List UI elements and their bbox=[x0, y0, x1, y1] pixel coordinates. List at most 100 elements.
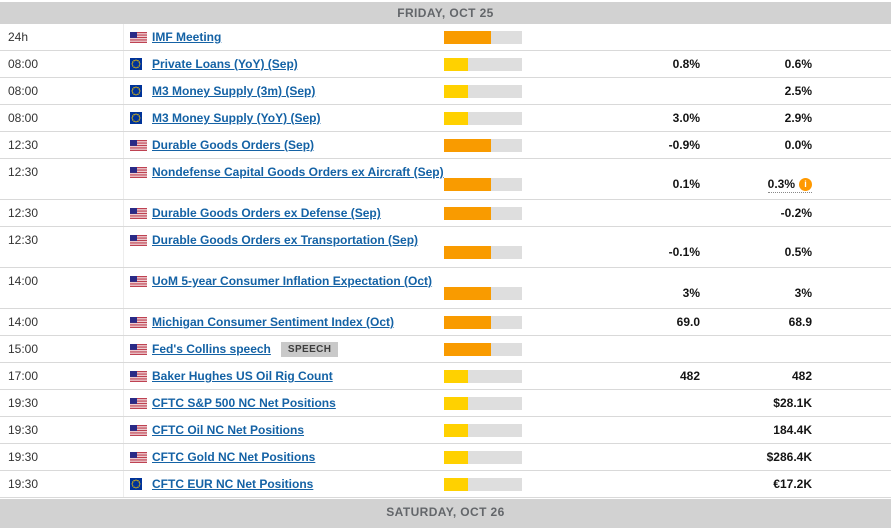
event-cell: M3 Money Supply (YoY) (Sep) bbox=[152, 105, 320, 131]
day-header-label: FRIDAY, OCT 25 bbox=[397, 6, 494, 20]
event-link[interactable]: CFTC Gold NC Net Positions bbox=[152, 450, 316, 464]
event-link[interactable]: Durable Goods Orders ex Transportation (… bbox=[152, 233, 419, 247]
event-time: 24h bbox=[8, 30, 29, 44]
volatility-bar bbox=[444, 246, 522, 259]
previous-cell: 2.9% bbox=[700, 105, 812, 131]
event-link[interactable]: M3 Money Supply (3m) (Sep) bbox=[152, 84, 316, 98]
flag-cell bbox=[130, 227, 147, 253]
volatility-fill bbox=[444, 424, 469, 437]
event-time: 14:00 bbox=[8, 315, 39, 329]
event-cell: Durable Goods Orders ex Defense (Sep) bbox=[152, 200, 381, 226]
event-link[interactable]: Durable Goods Orders (Sep) bbox=[152, 138, 315, 152]
info-icon[interactable]: i bbox=[799, 178, 812, 191]
event-rows: 24h bbox=[0, 24, 891, 498]
event-link[interactable]: CFTC S&P 500 NC Net Positions bbox=[152, 396, 336, 410]
us-flag-icon bbox=[130, 424, 147, 436]
consensus-value bbox=[580, 471, 700, 497]
us-flag-icon bbox=[130, 343, 147, 355]
consensus-value: 482 bbox=[679, 369, 700, 383]
event-link[interactable]: Nondefense Capital Goods Orders ex Aircr… bbox=[152, 165, 444, 179]
event-cell: Private Loans (YoY) (Sep) bbox=[152, 51, 298, 77]
event-link[interactable]: UoM 5-year Consumer Inflation Expectatio… bbox=[152, 274, 433, 288]
event-cell: Durable Goods Orders ex Transportation (… bbox=[152, 227, 418, 253]
flag-cell bbox=[130, 268, 147, 294]
previous-wrap: 3% bbox=[795, 286, 812, 300]
day-header: FRIDAY, OCT 25 bbox=[0, 2, 891, 24]
us-flag-icon bbox=[130, 207, 147, 219]
volatility-bar bbox=[444, 31, 522, 44]
event-link[interactable]: Baker Hughes US Oil Rig Count bbox=[152, 369, 333, 383]
previous-wrap: $28.1K bbox=[773, 396, 812, 410]
event-link[interactable]: CFTC Oil NC Net Positions bbox=[152, 423, 305, 437]
previous-wrap: 68.9 bbox=[789, 315, 812, 329]
previous-wrap: 0.5% bbox=[785, 245, 812, 259]
event-link[interactable]: Fed's Collins speech bbox=[152, 342, 271, 356]
event-link[interactable]: Michigan Consumer Sentiment Index (Oct) bbox=[152, 315, 395, 329]
volatility-fill bbox=[444, 287, 491, 300]
volatility-fill bbox=[444, 178, 491, 191]
event-time: 15:00 bbox=[8, 342, 39, 356]
volatility-fill bbox=[444, 478, 469, 491]
us-flag-icon bbox=[130, 31, 147, 43]
day-footer: SATURDAY, OCT 26 bbox=[0, 499, 891, 528]
volatility-fill bbox=[444, 370, 469, 383]
consensus-value: 3% bbox=[682, 286, 700, 300]
volatility-fill bbox=[444, 207, 491, 220]
previous-value: €17.2K bbox=[773, 477, 812, 491]
event-link[interactable]: CFTC EUR NC Net Positions bbox=[152, 477, 314, 491]
volatility-fill bbox=[444, 451, 469, 464]
volatility-bar bbox=[444, 207, 522, 220]
us-flag-icon bbox=[130, 397, 147, 409]
previous-wrap: 0.0% bbox=[785, 138, 812, 152]
event-row: 14:00 bbox=[0, 268, 891, 309]
previous-cell: 0.0% bbox=[700, 132, 812, 158]
volatility-bar bbox=[444, 478, 522, 491]
eu-flag-icon bbox=[130, 478, 142, 490]
previous-wrap: 2.5% bbox=[785, 84, 812, 98]
eu-flag-icon bbox=[130, 112, 142, 124]
volatility-bar bbox=[444, 316, 522, 329]
flag-cell bbox=[130, 200, 147, 226]
event-cell: UoM 5-year Consumer Inflation Expectatio… bbox=[152, 268, 432, 294]
event-row: 08:00 bbox=[0, 51, 891, 78]
us-flag-icon bbox=[130, 275, 147, 287]
volatility-fill bbox=[444, 316, 491, 329]
event-link[interactable]: M3 Money Supply (YoY) (Sep) bbox=[152, 111, 321, 125]
flag-cell bbox=[130, 363, 147, 389]
event-link[interactable]: IMF Meeting bbox=[152, 30, 222, 44]
volatility-bar bbox=[444, 112, 522, 125]
previous-wrap: 184.4K bbox=[773, 423, 812, 437]
eu-flag-icon bbox=[130, 58, 142, 70]
event-link[interactable]: Durable Goods Orders ex Defense (Sep) bbox=[152, 206, 381, 220]
consensus-value bbox=[580, 417, 700, 443]
event-row: 19:30 bbox=[0, 390, 891, 417]
volatility-fill bbox=[444, 31, 491, 44]
volatility-fill bbox=[444, 397, 469, 410]
consensus-value bbox=[580, 444, 700, 470]
previous-value: 3% bbox=[794, 286, 812, 300]
previous-value: $28.1K bbox=[773, 396, 812, 410]
consensus-value bbox=[580, 390, 700, 416]
previous-cell: 184.4K bbox=[700, 417, 812, 443]
previous-value: 184.4K bbox=[773, 423, 812, 437]
previous-wrap: €17.2K bbox=[773, 477, 812, 491]
us-flag-icon bbox=[130, 234, 147, 246]
eu-flag-icon bbox=[130, 85, 142, 97]
event-cell: Fed's Collins speech SPEECH bbox=[152, 336, 339, 362]
event-time: 19:30 bbox=[8, 423, 39, 437]
event-link[interactable]: Private Loans (YoY) (Sep) bbox=[152, 57, 298, 71]
previous-wrap: 0.3% i bbox=[767, 177, 812, 193]
volatility-bar bbox=[444, 343, 522, 356]
previous-cell: 0.3% i bbox=[700, 174, 812, 194]
volatility-fill bbox=[444, 246, 491, 259]
event-cell: CFTC Oil NC Net Positions bbox=[152, 417, 304, 443]
flag-cell bbox=[130, 78, 142, 104]
volatility-bar bbox=[444, 58, 522, 71]
volatility-fill bbox=[444, 112, 469, 125]
consensus-value bbox=[580, 336, 700, 362]
consensus-value bbox=[580, 78, 700, 104]
event-cell: CFTC S&P 500 NC Net Positions bbox=[152, 390, 336, 416]
event-time: 12:30 bbox=[8, 206, 39, 220]
previous-value: 0.6% bbox=[784, 57, 812, 71]
previous-cell bbox=[700, 24, 812, 50]
